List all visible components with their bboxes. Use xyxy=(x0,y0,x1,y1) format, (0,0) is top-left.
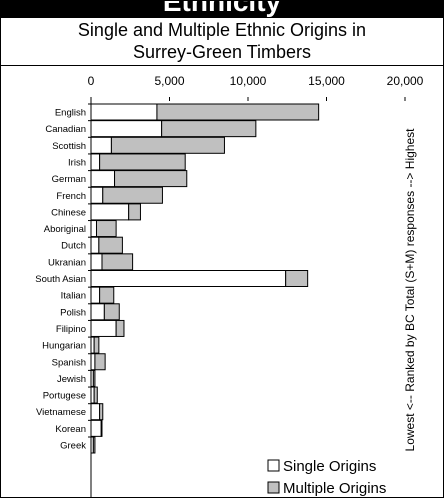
bar-multiple-origins xyxy=(285,270,309,287)
title-divider xyxy=(1,65,443,66)
category-label: Portugese xyxy=(43,391,86,402)
bar-single-origins xyxy=(90,353,96,371)
category-label: Hungarian xyxy=(42,341,86,352)
bar-multiple-origins xyxy=(94,353,106,371)
bar-multiple-origins xyxy=(92,369,96,387)
category-label: Irish xyxy=(68,157,86,168)
category-label: Jewish xyxy=(57,374,86,385)
bar-single-origins xyxy=(90,220,97,238)
legend-label-single: Single Origins xyxy=(283,458,376,475)
legend-swatch-single xyxy=(267,459,280,472)
bar-multiple-origins xyxy=(99,153,186,171)
category-label: Filipino xyxy=(56,324,86,335)
bar-multiple-origins xyxy=(103,303,120,321)
bar-single-origins xyxy=(90,303,105,321)
bar-single-origins xyxy=(90,419,102,437)
bar-multiple-origins xyxy=(95,220,117,238)
category-label: Dutch xyxy=(61,241,86,252)
legend-swatch-multiple xyxy=(267,481,280,494)
category-label: Polish xyxy=(60,307,86,318)
bar-multiple-origins xyxy=(100,419,103,437)
bar-multiple-origins xyxy=(115,319,125,337)
bar-multiple-origins xyxy=(128,203,141,221)
bar-multiple-origins xyxy=(161,120,257,138)
bar-multiple-origins xyxy=(102,186,163,204)
bar-multiple-origins xyxy=(93,386,98,404)
x-tick-label: 15,000 xyxy=(308,74,345,88)
bar-single-origins xyxy=(90,153,101,171)
bar-single-origins xyxy=(90,319,117,337)
chart-title: Single and Multiple Ethnic Origins in Su… xyxy=(1,19,443,63)
bar-multiple-origins xyxy=(92,436,96,454)
category-label: Spanish xyxy=(52,357,86,368)
bar-multiple-origins xyxy=(93,336,100,354)
category-label: Greek xyxy=(60,441,86,452)
category-label: Vietnamese xyxy=(36,407,86,418)
bar-single-origins xyxy=(90,253,103,271)
bar-single-origins xyxy=(90,136,112,154)
bar-single-origins xyxy=(90,403,101,421)
bar-multiple-origins xyxy=(101,253,134,271)
chart-title-line-1: Single and Multiple Ethnic Origins in xyxy=(77,20,367,40)
banner: Ethnicity xyxy=(1,1,443,18)
category-label: Canadian xyxy=(45,124,86,135)
bar-multiple-origins xyxy=(110,136,225,154)
bar-single-origins xyxy=(90,203,130,221)
bar-multiple-origins xyxy=(99,403,104,421)
category-label: French xyxy=(56,191,86,202)
bar-multiple-origins xyxy=(156,103,320,121)
bar-multiple-origins xyxy=(98,236,123,254)
x-tick-label: 5,000 xyxy=(154,74,184,88)
bar-single-origins xyxy=(90,120,163,138)
category-label: English xyxy=(55,108,86,119)
category-label: German xyxy=(52,174,86,185)
category-label: Italian xyxy=(61,291,86,302)
category-label: South Asian xyxy=(35,274,86,285)
bar-multiple-origins xyxy=(114,170,188,188)
legend-label-multiple: Multiple Origins xyxy=(283,480,386,497)
bar-single-origins xyxy=(90,270,287,287)
bar-single-origins xyxy=(90,170,116,188)
chart-title-line-2: Surrey-Green Timbers xyxy=(132,42,312,62)
bar-single-origins xyxy=(90,286,101,304)
x-tick-label: 0 xyxy=(88,74,95,88)
category-label: Chinese xyxy=(51,207,86,218)
side-ranking-label: Lowest <-- Ranked by BC Total (S+M) resp… xyxy=(403,128,417,452)
category-label: Aboriginal xyxy=(44,224,86,235)
bar-single-origins xyxy=(90,236,100,254)
category-label: Ukranian xyxy=(48,257,86,268)
x-tick-label: 20,000 xyxy=(387,74,424,88)
category-label: Scottish xyxy=(52,141,86,152)
bar-single-origins xyxy=(90,103,158,121)
x-tick-label: 10,000 xyxy=(230,74,267,88)
bar-single-origins xyxy=(90,186,104,204)
category-label: Korean xyxy=(55,424,86,435)
banner-title: Ethnicity xyxy=(162,1,282,17)
bar-multiple-origins xyxy=(99,286,115,304)
